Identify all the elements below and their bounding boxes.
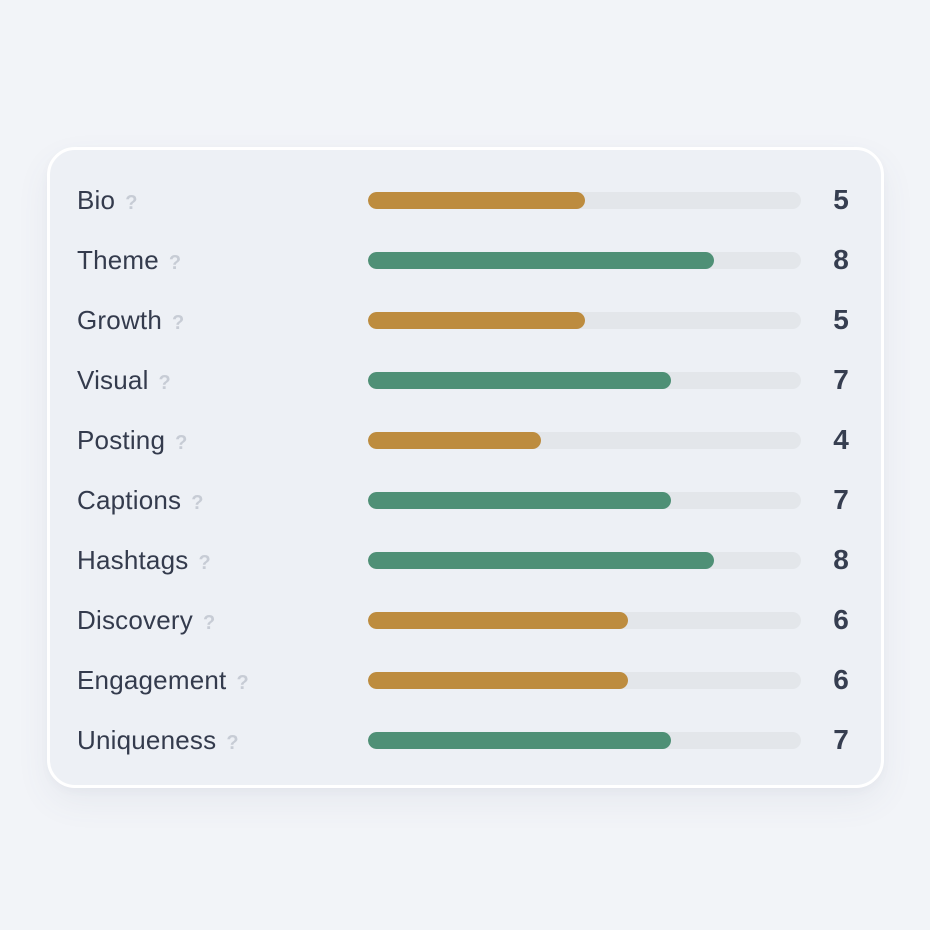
progress-track: [368, 611, 801, 629]
metric-label: Visual: [77, 364, 149, 395]
metric-label-group: Bio ?: [77, 185, 368, 216]
metric-row: Hashtags ? 8: [77, 530, 881, 590]
metric-label: Captions: [77, 484, 182, 515]
progress-track: [368, 491, 801, 509]
metric-label-group: Discovery ?: [77, 605, 368, 636]
help-icon[interactable]: ?: [191, 491, 204, 514]
metric-label: Discovery: [77, 604, 193, 635]
progress-fill: [368, 311, 585, 329]
metric-row: Theme ? 8: [77, 230, 881, 290]
help-icon[interactable]: ?: [158, 371, 171, 394]
metric-label: Hashtags: [77, 544, 189, 575]
metric-label-group: Posting ?: [77, 425, 368, 456]
metric-label-group: Growth ?: [77, 305, 368, 336]
help-icon[interactable]: ?: [198, 551, 211, 574]
help-icon[interactable]: ?: [202, 611, 216, 634]
metric-label-group: Engagement ?: [77, 665, 368, 696]
metric-label: Engagement: [77, 664, 227, 695]
metric-score: 5: [833, 304, 849, 335]
progress-fill: [368, 251, 715, 269]
progress-track: [368, 431, 801, 449]
metric-label: Bio: [77, 184, 116, 215]
metric-score: 7: [833, 364, 849, 395]
progress-track: [368, 251, 801, 269]
metric-score: 8: [833, 544, 849, 575]
metric-label-group: Theme ?: [77, 245, 368, 276]
progress-track: [368, 551, 801, 569]
metric-label: Growth: [77, 304, 163, 335]
progress-fill: [368, 491, 672, 509]
metric-label: Posting: [77, 424, 166, 455]
help-icon[interactable]: ?: [175, 431, 188, 454]
metric-label: Theme: [77, 244, 159, 275]
metric-score: 7: [833, 724, 849, 755]
metric-score: 5: [833, 184, 849, 215]
metric-label-group: Uniqueness ?: [77, 725, 368, 756]
help-icon[interactable]: ?: [236, 671, 249, 694]
metric-row: Posting ? 4: [77, 410, 881, 470]
progress-fill: [368, 191, 585, 209]
metrics-score-card: Bio ? 5 Theme ? 8 Growth ?: [47, 147, 884, 788]
metric-label-group: Visual ?: [77, 365, 368, 396]
help-icon[interactable]: ?: [125, 191, 138, 214]
progress-track: [368, 191, 801, 209]
progress-fill: [368, 611, 628, 629]
metric-score: 7: [833, 484, 849, 515]
metric-row: Discovery ? 6: [77, 590, 881, 650]
metric-row: Captions ? 7: [77, 470, 881, 530]
progress-track: [368, 311, 801, 329]
progress-fill: [368, 551, 715, 569]
progress-track: [368, 731, 801, 749]
metric-score: 6: [833, 664, 849, 695]
metric-row: Growth ? 5: [77, 290, 881, 350]
metric-row: Uniqueness ? 7: [77, 710, 881, 770]
progress-fill: [368, 431, 542, 449]
metric-label-group: Hashtags ?: [77, 545, 368, 576]
help-icon[interactable]: ?: [168, 251, 182, 274]
metric-row: Engagement ? 6: [77, 650, 881, 710]
progress-fill: [368, 671, 628, 689]
progress-fill: [368, 371, 672, 389]
metric-row: Bio ? 5: [77, 170, 881, 230]
metric-score: 4: [833, 424, 849, 455]
progress-track: [368, 371, 801, 389]
metric-score: 6: [833, 604, 849, 635]
help-icon[interactable]: ?: [172, 311, 185, 334]
help-icon[interactable]: ?: [226, 731, 239, 754]
progress-fill: [368, 731, 672, 749]
metric-score: 8: [833, 244, 849, 275]
metric-label: Uniqueness: [77, 724, 217, 755]
metric-row: Visual ? 7: [77, 350, 881, 410]
progress-track: [368, 671, 801, 689]
metric-label-group: Captions ?: [77, 485, 368, 516]
